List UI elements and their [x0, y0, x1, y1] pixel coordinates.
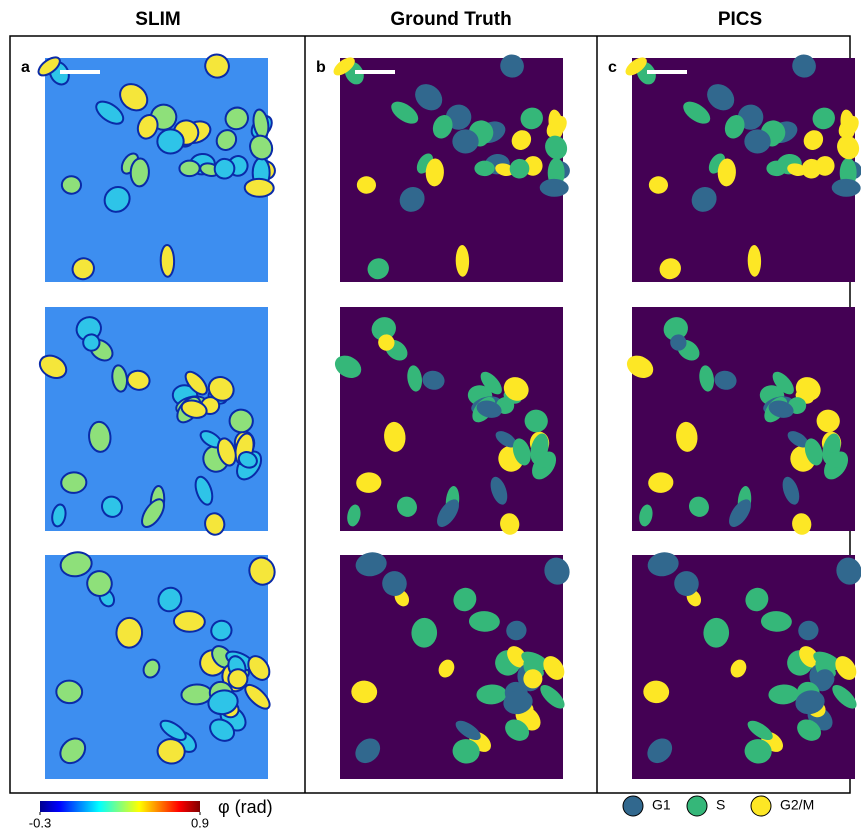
cell [245, 178, 274, 197]
scale-bar [647, 70, 687, 74]
panel-label: b [316, 59, 326, 76]
column-title: Ground Truth [390, 9, 511, 30]
figure: φ (rad) SLIM a Ground Truth b PICS c -0.3 0.9 G1… [0, 0, 861, 832]
image-panel [623, 307, 855, 536]
legend-label: S [716, 797, 725, 813]
image-panel [632, 550, 861, 779]
scale-bar [60, 70, 100, 74]
legend-swatch [687, 796, 707, 816]
column-title: SLIM [135, 9, 180, 30]
cell [228, 669, 247, 689]
panel-label: c [608, 59, 617, 76]
column-title: PICS [718, 9, 762, 30]
panel-label: a [21, 59, 30, 76]
colorbar [40, 801, 200, 812]
cell [174, 611, 205, 633]
cell [130, 158, 149, 187]
cell [116, 617, 143, 648]
image-panel [36, 307, 268, 536]
cell [744, 129, 771, 153]
cell [452, 129, 479, 153]
image-panel [331, 307, 563, 536]
colorbar-tick-label: 0.9 [191, 815, 209, 830]
legend-swatch [623, 796, 643, 816]
colorbar-tick-label: -0.3 [29, 815, 51, 830]
legend-swatch [751, 796, 771, 816]
legend-label: G1 [652, 797, 671, 813]
legend-label: G2/M [780, 797, 814, 813]
cell [157, 129, 184, 153]
image-panel [622, 51, 861, 283]
scale-bar [355, 70, 395, 74]
image-panel [330, 51, 572, 283]
cell [62, 176, 82, 194]
cell [61, 472, 87, 494]
image-panel [45, 550, 278, 779]
cell [56, 680, 83, 704]
cell [179, 161, 199, 177]
colorbar-label: φ (rad) [218, 797, 273, 817]
cell [160, 245, 174, 277]
image-panel [340, 550, 573, 779]
image-panel [35, 51, 277, 283]
